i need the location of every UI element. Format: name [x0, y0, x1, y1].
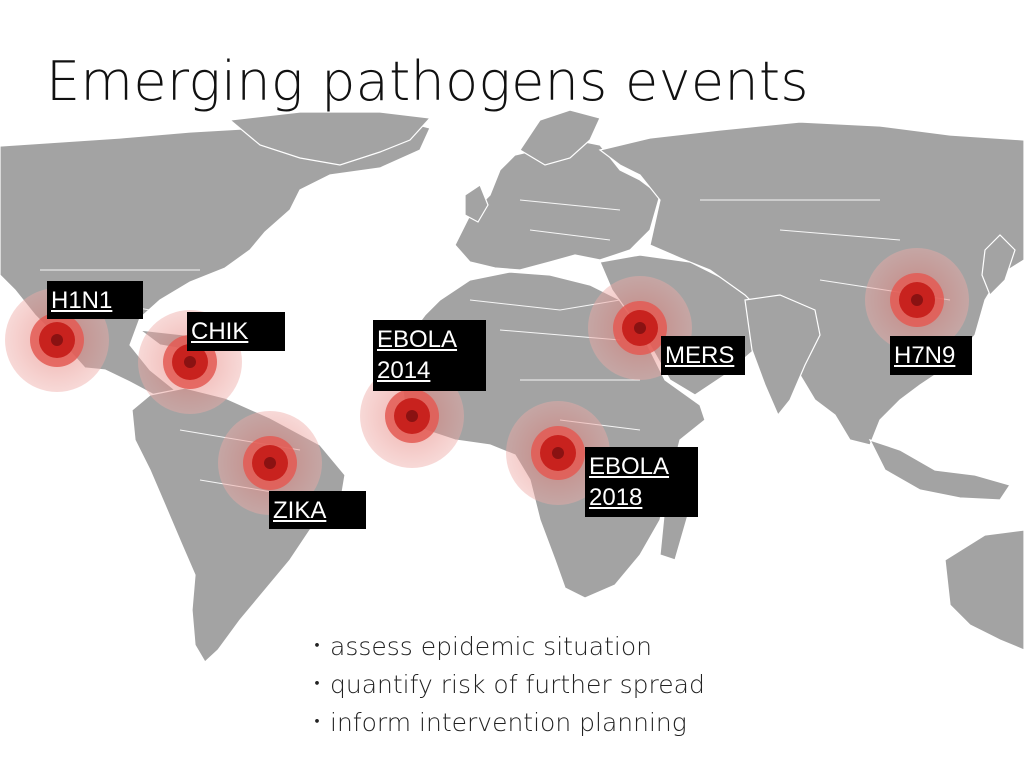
slide-title: Emerging pathogens events — [46, 50, 809, 113]
bullet-text: inform intervention planning — [330, 708, 687, 737]
bullet-item: ・ assess epidemic situation — [308, 628, 705, 666]
uk — [464, 184, 489, 223]
bullet-text: quantify risk of further spread — [330, 670, 705, 699]
india — [744, 294, 821, 417]
bullet-item: ・ quantify risk of further spread — [308, 666, 705, 704]
greenland — [228, 111, 432, 166]
australia — [944, 529, 1024, 651]
label-zika[interactable]: ZIKA — [269, 491, 366, 529]
bullet-text: assess epidemic situation — [330, 632, 653, 661]
japan — [981, 234, 1016, 297]
marker-zika — [218, 411, 322, 515]
marker-ebola2018 — [506, 401, 610, 505]
southeast-asia-islands — [868, 438, 1011, 501]
marker-h7n9 — [865, 248, 969, 352]
label-chik[interactable]: CHIK — [187, 312, 285, 351]
bullet-marker: ・ — [308, 636, 326, 657]
bullet-marker: ・ — [308, 712, 326, 733]
label-ebola-2018[interactable]: EBOLA 2018 — [585, 447, 698, 517]
label-ebola-2014[interactable]: EBOLA 2014 — [373, 320, 486, 391]
label-h1n1[interactable]: H1N1 — [47, 281, 143, 319]
label-mers[interactable]: MERS — [661, 336, 745, 375]
bullet-marker: ・ — [308, 674, 326, 695]
scandinavia — [519, 109, 601, 166]
bullet-list: ・ assess epidemic situation ・ quantify r… — [308, 628, 705, 742]
label-h7n9[interactable]: H7N9 — [890, 336, 972, 375]
bullet-item: ・ inform intervention planning — [308, 704, 705, 742]
